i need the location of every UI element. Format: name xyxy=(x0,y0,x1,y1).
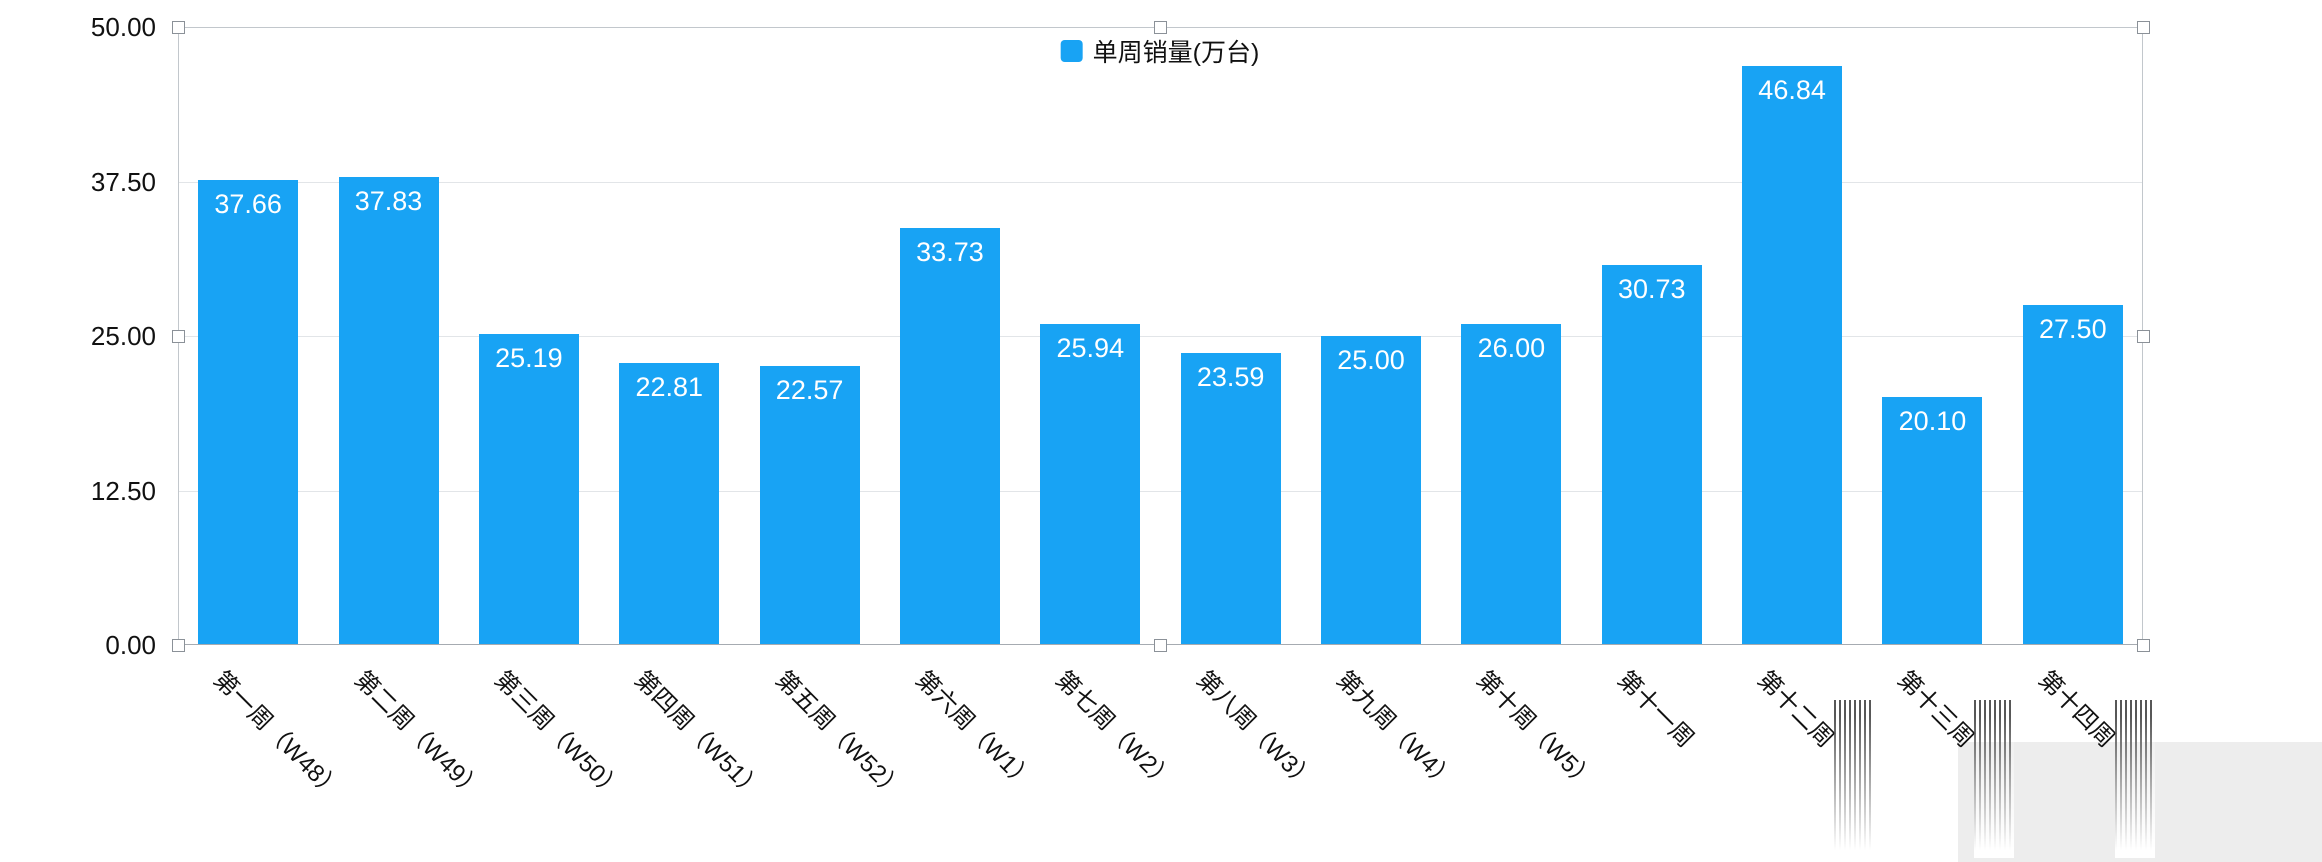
bar-value-label: 20.10 xyxy=(1898,405,1967,436)
bar-value-label: 22.81 xyxy=(635,372,704,403)
x-axis-label: 第九周（W4） xyxy=(1330,665,1461,796)
selection-handle[interactable] xyxy=(171,329,185,343)
bar[interactable]: 22.57 xyxy=(759,366,860,645)
selection-handle[interactable] xyxy=(2136,638,2150,652)
x-axis-label: 第十一周 xyxy=(1611,665,1699,753)
bar[interactable]: 20.10 xyxy=(1882,396,1983,645)
y-axis-tick-label: 0.00 xyxy=(105,630,156,660)
bar-value-label: 23.59 xyxy=(1196,362,1265,393)
render-artifact-streak xyxy=(2114,700,2155,858)
x-axis-label: 第十二周 xyxy=(1752,665,1840,753)
gridline xyxy=(178,490,2143,492)
bar-value-label: 25.00 xyxy=(1337,345,1405,375)
chart-legend[interactable]: 单周销量(万台) xyxy=(1060,33,1260,69)
legend-swatch-icon xyxy=(1060,40,1083,62)
bar[interactable]: 46.84 xyxy=(1742,66,1843,645)
x-axis-label: 第六周（W1） xyxy=(909,665,1040,796)
selection-handle[interactable] xyxy=(2136,329,2150,343)
x-axis-label: 第三周（W50） xyxy=(488,665,628,805)
bar[interactable]: 27.50 xyxy=(2022,305,2123,645)
selection-handle[interactable] xyxy=(1154,20,1167,34)
x-axis-label: 第五周（W52） xyxy=(769,665,909,805)
x-axis-label: 第八周（W3） xyxy=(1190,665,1321,796)
legend-label: 单周销量(万台) xyxy=(1092,39,1260,67)
y-axis-tick-label: 50.00 xyxy=(90,12,156,42)
bar[interactable]: 37.66 xyxy=(198,179,299,645)
x-axis-label: 第七周（W2） xyxy=(1050,665,1180,796)
bar[interactable]: 25.00 xyxy=(1321,336,1422,645)
bar-value-label: 22.57 xyxy=(775,375,844,406)
selection-handle[interactable] xyxy=(171,20,185,34)
bar[interactable]: 25.94 xyxy=(1040,324,1141,645)
bar[interactable]: 33.73 xyxy=(899,228,1000,645)
bar[interactable]: 22.81 xyxy=(619,363,720,645)
y-axis-tick-label: 25.00 xyxy=(90,321,156,351)
render-artifact-streak xyxy=(1974,700,2015,858)
bar-value-label: 30.73 xyxy=(1617,274,1686,305)
x-axis-label: 第十三周 xyxy=(1892,665,1980,753)
bar-value-label: 26.00 xyxy=(1477,332,1546,363)
bar[interactable]: 26.00 xyxy=(1461,323,1562,645)
gridline xyxy=(178,181,2143,183)
bar-value-label: 25.19 xyxy=(495,342,563,373)
y-axis-tick-label: 37.50 xyxy=(90,166,156,197)
x-axis-label: 第二周（W49） xyxy=(348,665,488,805)
x-axis-label: 第四周（W51） xyxy=(629,665,769,805)
bar[interactable]: 30.73 xyxy=(1601,265,1702,645)
bar-value-label: 37.83 xyxy=(354,186,423,217)
bar[interactable]: 37.83 xyxy=(338,177,439,645)
x-axis-label: 第十四周 xyxy=(2032,665,2120,753)
gridline xyxy=(178,336,2143,337)
selection-handle[interactable] xyxy=(171,638,185,652)
selection-handle[interactable] xyxy=(2136,20,2150,34)
x-axis-label: 第十周（W5） xyxy=(1471,665,1601,796)
bar-value-label: 46.84 xyxy=(1758,75,1826,106)
render-artifact-streak xyxy=(1834,700,1875,858)
bar-value-label: 27.50 xyxy=(2039,314,2107,345)
bar[interactable]: 23.59 xyxy=(1180,353,1281,645)
bar-value-label: 25.94 xyxy=(1056,333,1125,364)
bar-value-label: 37.66 xyxy=(214,188,282,219)
x-axis-label: 第一周（W48） xyxy=(208,665,347,805)
y-axis-tick-label: 12.50 xyxy=(90,475,156,506)
bar-value-label: 33.73 xyxy=(916,237,984,268)
bar[interactable]: 25.19 xyxy=(478,333,579,645)
selection-handle[interactable] xyxy=(1154,638,1167,652)
